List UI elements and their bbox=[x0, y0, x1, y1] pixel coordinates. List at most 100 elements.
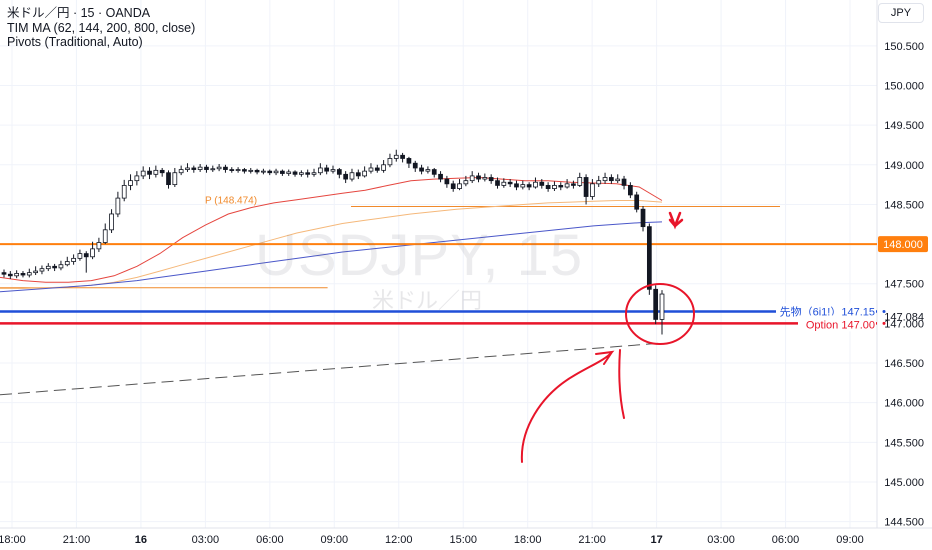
candle-body bbox=[261, 170, 266, 173]
level-price-tag bbox=[878, 236, 928, 253]
candle-body bbox=[583, 177, 589, 197]
candle-body bbox=[444, 178, 450, 185]
candle-body bbox=[659, 293, 665, 320]
candle-body bbox=[476, 175, 481, 180]
y-tick-label: 147.500 bbox=[884, 279, 924, 291]
candle-body bbox=[596, 180, 602, 185]
x-tick-label: 18:00 bbox=[0, 534, 26, 546]
candle-body bbox=[305, 172, 311, 175]
y-tick-label: 150.000 bbox=[884, 81, 924, 93]
pivot-label: P (148.474) bbox=[205, 196, 257, 207]
candle-body bbox=[463, 180, 469, 185]
y-tick-label: 146.000 bbox=[884, 398, 924, 410]
candle-body bbox=[33, 270, 38, 274]
x-tick-label: 21:00 bbox=[578, 534, 606, 546]
candle-body bbox=[469, 175, 475, 182]
candle-body bbox=[646, 226, 652, 290]
candle-body bbox=[292, 171, 298, 175]
x-tick-label: 03:00 bbox=[192, 534, 220, 546]
y-tick-label: 145.500 bbox=[884, 437, 924, 449]
candle-body bbox=[615, 178, 621, 182]
y-tick-label: 144.500 bbox=[884, 517, 924, 529]
candle-body bbox=[368, 167, 374, 172]
candle-body bbox=[539, 181, 545, 186]
candle-body bbox=[577, 177, 583, 186]
candle-body bbox=[400, 154, 405, 159]
candle-body bbox=[628, 185, 633, 196]
y-tick-label: 147.000 bbox=[884, 318, 924, 330]
x-tick-label: 21:00 bbox=[63, 534, 91, 546]
candle-body bbox=[640, 208, 646, 228]
ma-indicator-label[interactable]: TIM MA (62, 144, 200, 800, close) bbox=[7, 20, 196, 35]
candle-body bbox=[83, 253, 89, 258]
candle-body bbox=[121, 185, 127, 199]
candle-body bbox=[545, 185, 551, 189]
candle-body bbox=[223, 166, 228, 170]
candle-body bbox=[438, 173, 443, 180]
candle-body bbox=[514, 183, 519, 188]
candle-body bbox=[109, 213, 114, 231]
candle-body bbox=[147, 170, 152, 175]
candle-body bbox=[393, 154, 399, 159]
y-tick-label: 146.500 bbox=[884, 358, 924, 370]
candle-body bbox=[406, 158, 412, 164]
candle-body bbox=[457, 183, 462, 189]
candle-body bbox=[210, 168, 216, 171]
candle-body bbox=[58, 264, 64, 269]
option-level-label: Option 147.00 bbox=[806, 319, 875, 331]
candle-body bbox=[172, 172, 178, 186]
candle-body bbox=[26, 272, 32, 276]
currency-button[interactable]: JPY bbox=[878, 3, 924, 23]
candle-body bbox=[311, 172, 317, 175]
candle-body bbox=[374, 167, 380, 171]
pivots-indicator-label[interactable]: Pivots (Traditional, Auto) bbox=[7, 35, 143, 49]
candle-body bbox=[280, 170, 285, 174]
x-tick-label: 09:00 bbox=[836, 534, 864, 546]
trendline bbox=[0, 342, 661, 396]
candle-body bbox=[412, 162, 418, 169]
chart-legend: 米ドル／円 · 15 · OANDA TIM MA (62, 144, 200,… bbox=[7, 6, 195, 50]
candle-body bbox=[336, 169, 342, 175]
circle-annotation bbox=[625, 283, 695, 345]
candle-body bbox=[102, 229, 108, 243]
candle-body bbox=[330, 169, 336, 172]
candle-body bbox=[134, 175, 140, 182]
candle-body bbox=[349, 172, 355, 180]
x-tick-label: 06:00 bbox=[256, 534, 284, 546]
ma-line bbox=[0, 200, 663, 289]
candle-body bbox=[39, 268, 45, 272]
candle-body bbox=[343, 173, 349, 180]
candle-body bbox=[14, 273, 20, 277]
candle-body bbox=[571, 183, 576, 186]
candle-body bbox=[495, 180, 500, 186]
candle-body bbox=[317, 167, 323, 174]
symbol-watermark: USDJPY, 15 bbox=[255, 223, 584, 288]
candle-body bbox=[1, 272, 7, 275]
candle-body bbox=[602, 177, 608, 182]
x-tick-label: 15:00 bbox=[449, 534, 477, 546]
candle-body bbox=[286, 171, 292, 174]
candle-body bbox=[178, 169, 184, 174]
candle-body bbox=[355, 172, 361, 177]
candle-body bbox=[204, 166, 209, 170]
symbol-title[interactable]: 米ドル／円 · 15 · OANDA bbox=[7, 6, 151, 20]
candle-body bbox=[533, 181, 538, 188]
candle-body bbox=[45, 265, 51, 270]
candle-body bbox=[419, 167, 424, 172]
x-tick-label: 09:00 bbox=[321, 534, 349, 546]
candle-body bbox=[216, 166, 222, 170]
curve-arrow-annotation bbox=[520, 350, 615, 463]
x-tick-label: 03:00 bbox=[707, 534, 735, 546]
x-tick-label: 12:00 bbox=[385, 534, 413, 546]
candle-body bbox=[362, 170, 367, 177]
candle-body bbox=[267, 170, 273, 174]
candle-body bbox=[254, 169, 260, 173]
candle-body bbox=[71, 257, 76, 262]
candle-body bbox=[115, 197, 121, 215]
candle-body bbox=[153, 169, 159, 175]
name-watermark: 米ドル／円 bbox=[372, 288, 483, 313]
y-tick-label: 145.000 bbox=[884, 477, 924, 489]
candle-body bbox=[52, 265, 57, 269]
candle-body bbox=[558, 185, 564, 188]
